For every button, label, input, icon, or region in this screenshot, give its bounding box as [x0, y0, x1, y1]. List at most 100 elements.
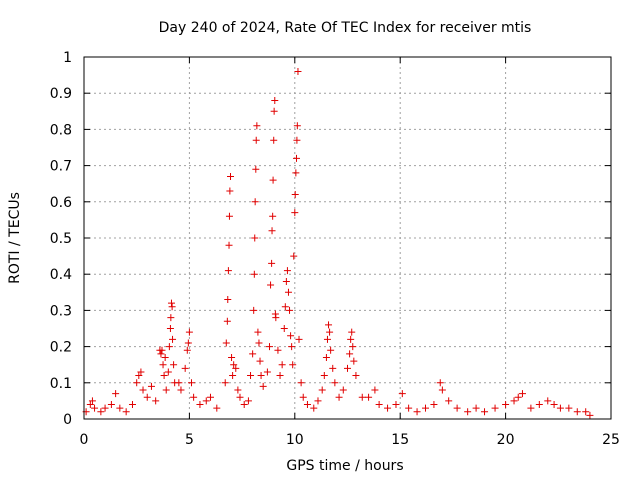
data-point	[346, 350, 354, 358]
data-point	[270, 107, 278, 115]
data-point	[565, 404, 573, 412]
y-tick-label: 0.1	[50, 376, 72, 392]
data-point	[88, 397, 96, 405]
data-point	[147, 382, 155, 390]
data-points	[82, 67, 594, 419]
data-point	[250, 306, 258, 314]
data-point	[128, 401, 136, 409]
data-point	[280, 325, 288, 332]
data-point	[107, 401, 115, 409]
data-point	[350, 357, 358, 365]
data-point	[323, 335, 331, 343]
x-tick-label: 10	[286, 432, 304, 448]
data-point	[586, 411, 594, 419]
data-point	[453, 404, 461, 412]
data-point	[352, 372, 360, 380]
data-point	[314, 397, 322, 405]
data-point	[278, 361, 286, 369]
data-point	[288, 343, 296, 351]
data-point	[292, 154, 300, 162]
data-point	[344, 364, 351, 372]
data-point	[310, 404, 318, 412]
data-point	[266, 343, 274, 351]
x-axis-label: GPS time / hours	[286, 458, 403, 474]
data-point	[347, 335, 355, 343]
data-point	[227, 172, 235, 180]
data-point	[326, 328, 334, 336]
data-point	[225, 212, 233, 220]
data-point	[335, 393, 343, 401]
data-point	[259, 382, 267, 390]
data-point	[329, 364, 337, 372]
data-point	[287, 332, 295, 340]
data-point	[139, 386, 147, 394]
data-point	[221, 379, 229, 387]
data-point	[229, 372, 237, 380]
y-tick-label: 0.5	[50, 231, 72, 247]
data-point	[550, 401, 558, 409]
data-point	[299, 393, 307, 401]
data-point	[535, 401, 543, 409]
data-point	[365, 393, 373, 401]
data-point	[167, 314, 175, 322]
data-point	[228, 353, 236, 361]
data-point	[270, 136, 278, 144]
data-point	[213, 404, 221, 412]
data-point	[438, 386, 446, 394]
data-point	[236, 393, 244, 401]
data-point	[291, 209, 299, 217]
data-point	[263, 368, 271, 376]
data-point	[252, 165, 260, 173]
data-point	[250, 270, 258, 278]
data-point	[158, 346, 166, 354]
y-tick-label: 1	[63, 50, 72, 66]
x-tick-label: 0	[80, 432, 89, 448]
data-point	[286, 306, 294, 314]
data-point	[556, 404, 564, 412]
y-tick-label: 0	[63, 412, 72, 428]
y-tick-label: 0.3	[50, 303, 72, 319]
data-point	[297, 379, 305, 387]
data-point	[247, 372, 255, 380]
data-point	[274, 346, 282, 354]
y-tick-label: 0.7	[50, 159, 72, 175]
data-point	[190, 393, 198, 401]
data-point	[251, 198, 259, 206]
data-point	[358, 393, 366, 401]
data-point	[269, 176, 277, 184]
data-point	[162, 386, 170, 394]
data-point	[421, 404, 429, 412]
data-point	[295, 335, 303, 343]
axis-ticks: 00.10.20.30.40.50.60.70.80.910 5 10 15 20 25	[50, 50, 620, 448]
data-point	[331, 379, 339, 387]
data-point	[230, 361, 238, 369]
data-point	[294, 67, 302, 75]
data-point	[371, 386, 379, 394]
data-point	[166, 325, 174, 332]
data-point	[267, 281, 275, 289]
data-point	[481, 408, 489, 416]
data-point	[502, 401, 510, 409]
data-point	[573, 408, 581, 416]
data-point	[271, 96, 279, 104]
y-tick-label: 0.4	[50, 267, 72, 283]
data-point	[232, 364, 240, 372]
data-point	[253, 122, 261, 130]
data-point	[284, 288, 292, 296]
data-point	[269, 212, 277, 220]
data-point	[318, 386, 326, 394]
data-point	[169, 335, 177, 343]
data-point	[101, 404, 109, 412]
data-point	[582, 408, 590, 416]
data-point	[175, 379, 183, 387]
data-point	[510, 397, 518, 405]
data-point	[392, 401, 400, 409]
data-point	[257, 372, 265, 380]
data-point	[202, 397, 210, 405]
data-point	[292, 169, 300, 177]
data-point	[161, 353, 169, 361]
data-point	[164, 368, 172, 376]
data-point	[224, 296, 232, 304]
data-point	[291, 191, 299, 199]
grid	[84, 57, 611, 419]
